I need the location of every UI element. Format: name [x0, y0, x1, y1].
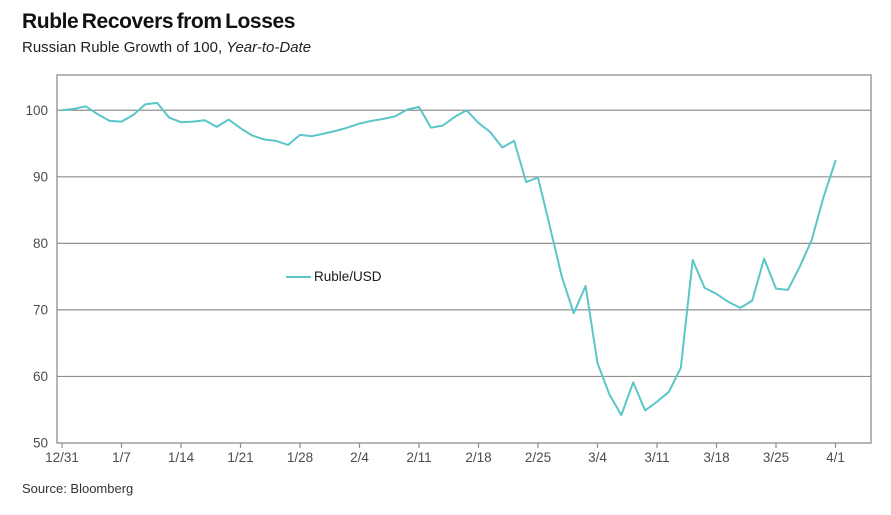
x-tick-label: 1/21: [227, 450, 253, 465]
x-tick-label: 3/4: [588, 450, 607, 465]
x-tick-label: 2/4: [350, 450, 369, 465]
x-tick-label: 3/25: [763, 450, 789, 465]
ruble-usd-line: [61, 101, 837, 417]
source-text: Source: Bloomberg: [22, 481, 134, 496]
x-tick-label: 3/18: [703, 450, 729, 465]
y-tick-label: 80: [33, 236, 48, 251]
chart-subtitle: Russian Ruble Growth of 100, Year-to-Dat…: [22, 39, 311, 56]
y-tick-label: 100: [25, 103, 48, 118]
y-tick-label: 70: [33, 302, 48, 317]
x-tick-label: 1/7: [112, 450, 131, 465]
legend-label: Ruble/USD: [314, 269, 382, 284]
x-tick-label: 2/18: [465, 450, 491, 465]
x-tick-label: 2/11: [406, 450, 431, 465]
chart-subtitle-regular: Russian Ruble Growth of 100,: [22, 39, 227, 56]
x-tick-label: 1/14: [168, 450, 195, 465]
chart-title: Ruble Recovers from Losses: [22, 10, 296, 33]
y-tick-label: 60: [33, 369, 48, 384]
x-tick-label: 1/28: [287, 450, 313, 465]
plot-border: [56, 74, 872, 444]
chart-subtitle-italic: Year-to-Date: [226, 39, 312, 56]
x-tick-label: 2/25: [525, 450, 551, 465]
x-tick-label: 3/11: [644, 450, 669, 465]
x-tick-label: 4/1: [826, 450, 845, 465]
y-tick-label: 90: [33, 169, 48, 184]
legend: Ruble/USD: [286, 269, 382, 284]
legend-line-swatch: [286, 275, 311, 278]
x-tick-label: 12/31: [45, 450, 79, 465]
y-tick-label: 50: [33, 436, 48, 451]
